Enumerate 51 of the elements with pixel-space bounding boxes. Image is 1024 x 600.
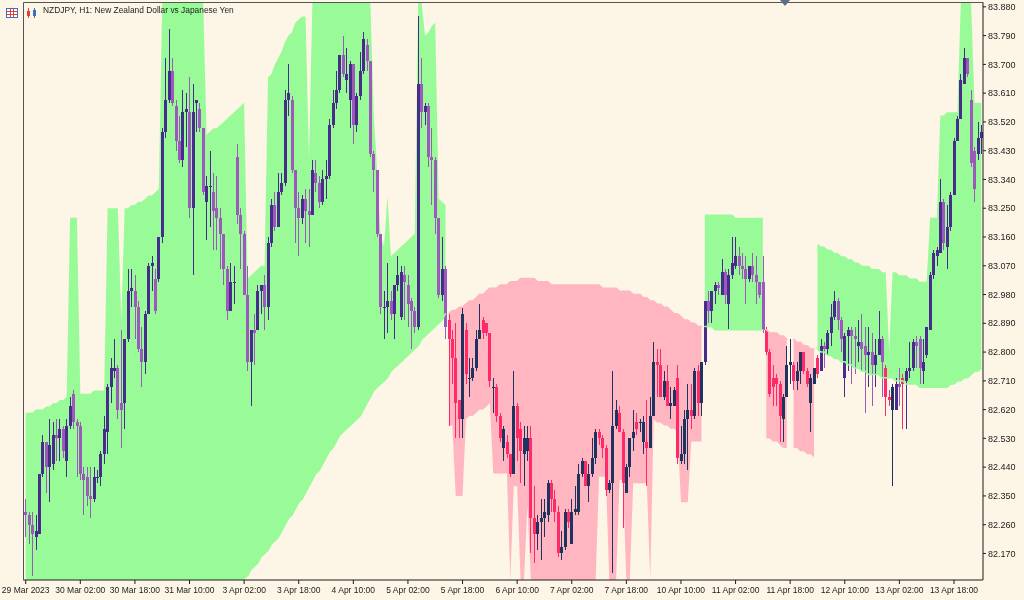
candlestick: [253, 313, 256, 365]
x-tick-label: 5 Apr 02:00: [386, 585, 430, 595]
x-tick-label: 11 Apr 18:00: [766, 585, 815, 595]
y-tick-label: 83.430: [988, 145, 1016, 156]
y-tick-label: 83.700: [988, 59, 1016, 70]
candlestick: [76, 419, 79, 477]
x-tick-label: 4 Apr 10:00: [331, 585, 376, 595]
x-tick-label: 10 Apr 10:00: [656, 585, 706, 595]
x-tick-label: 3 Apr 02:00: [222, 585, 267, 595]
x-tick-label: 12 Apr 10:00: [820, 585, 870, 595]
candlestick: [867, 326, 870, 388]
x-tick-label: 7 Apr 02:00: [550, 585, 594, 595]
y-tick-label: 82.530: [988, 433, 1016, 444]
y-tick-label: 82.170: [988, 548, 1016, 559]
candlestick: [669, 387, 672, 420]
candlestick: [24, 499, 27, 538]
candlestick: [308, 189, 311, 247]
y-tick-label: 82.260: [988, 519, 1016, 530]
y-tick-label: 83.250: [988, 203, 1016, 214]
candlestick: [857, 320, 860, 362]
y-tick-label: 83.160: [988, 232, 1016, 243]
x-tick-label: 31 Mar 10:00: [164, 585, 215, 595]
x-tick-label: 30 Mar 02:00: [55, 585, 106, 595]
x-tick-label: 6 Apr 10:00: [495, 585, 540, 595]
x-tick-label: 30 Mar 18:00: [109, 585, 161, 595]
y-tick-label: 82.980: [988, 289, 1016, 300]
x-tick-label: 11 Apr 02:00: [711, 585, 760, 595]
x-tick-label: 13 Apr 02:00: [875, 585, 924, 595]
x-tick-label: 5 Apr 18:00: [440, 585, 485, 595]
y-tick-label: 82.440: [988, 462, 1016, 473]
y-tick-label: 82.350: [988, 491, 1016, 502]
x-tick-label: 3 Apr 18:00: [276, 585, 321, 595]
y-tick-label: 82.620: [988, 404, 1016, 415]
candlestick: [151, 256, 154, 292]
y-tick-label: 83.070: [988, 260, 1016, 271]
y-tick-label: 83.790: [988, 30, 1016, 41]
y-tick-label: 82.710: [988, 376, 1016, 386]
x-tick-label: 13 Apr 18:00: [929, 585, 979, 595]
y-tick-label: 82.890: [988, 318, 1016, 329]
x-tick-label: 29 Mar 2023: [1, 585, 50, 595]
candlestick: [492, 377, 495, 413]
candlestick: [185, 93, 188, 148]
candlestick: [209, 150, 212, 228]
y-tick-label: 83.520: [988, 117, 1016, 128]
x-tick-label: 7 Apr 18:00: [604, 585, 649, 595]
candlestick: [789, 339, 792, 385]
chart-title: NZDJPY, H1: New Zealand Dollar vs Japanese Yen: [43, 5, 234, 16]
y-tick-label: 83.340: [988, 174, 1016, 185]
y-tick-label: 83.880: [988, 1, 1016, 12]
y-tick-label: 83.610: [988, 88, 1016, 99]
y-tick-label: 82.800: [988, 347, 1016, 358]
